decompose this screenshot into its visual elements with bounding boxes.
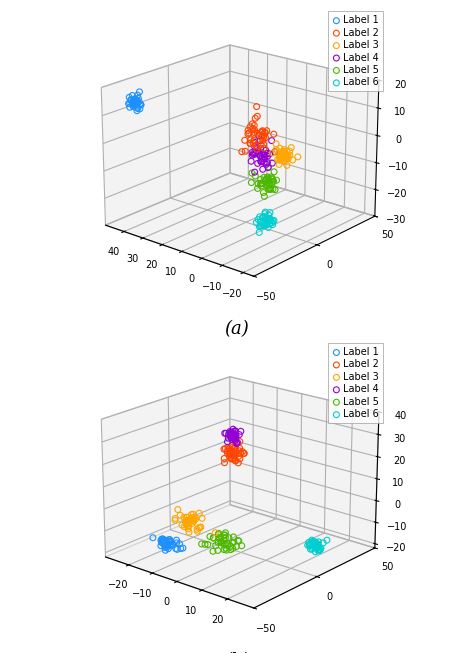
Text: (a): (a): [225, 320, 249, 338]
Text: (b): (b): [224, 652, 250, 653]
Legend: Label 1, Label 2, Label 3, Label 4, Label 5, Label 6: Label 1, Label 2, Label 3, Label 4, Labe…: [328, 343, 383, 423]
Legend: Label 1, Label 2, Label 3, Label 4, Label 5, Label 6: Label 1, Label 2, Label 3, Label 4, Labe…: [328, 11, 383, 91]
